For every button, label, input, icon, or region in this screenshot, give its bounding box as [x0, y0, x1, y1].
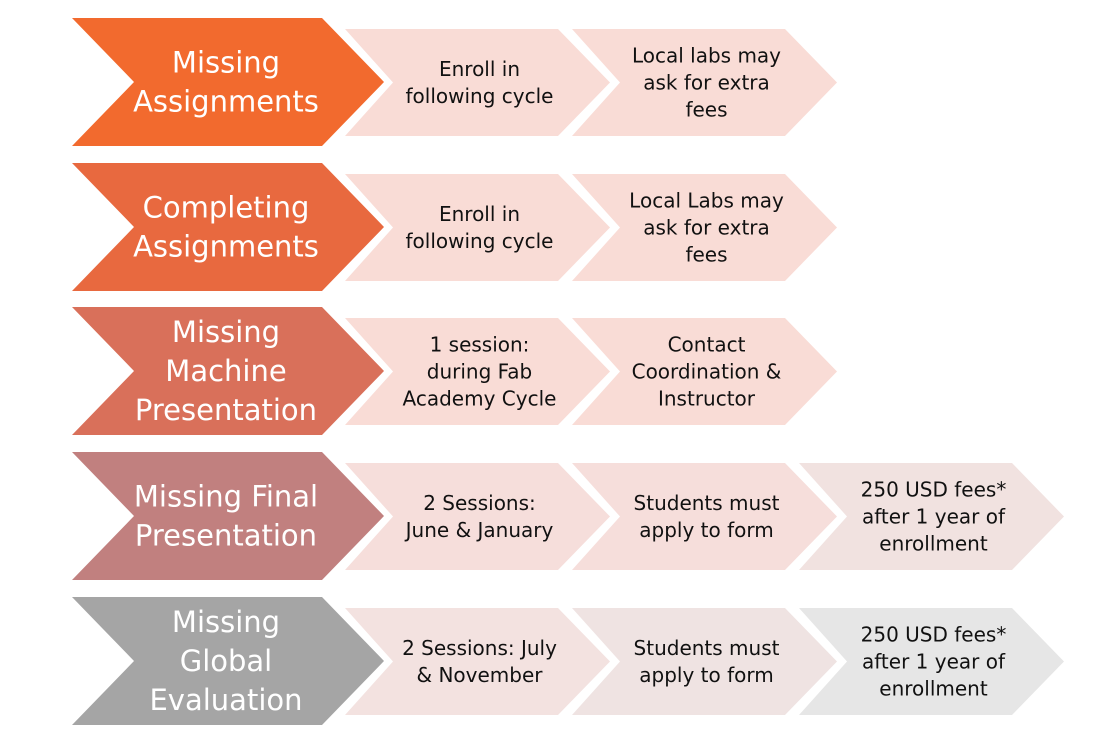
step-chevron: Local Labs may ask for extra fees [572, 174, 837, 281]
step-label: 250 USD fees* [861, 623, 1007, 647]
step-chevron-shape [345, 318, 610, 425]
main-chevron-shape [72, 597, 384, 725]
step-label: Students must [634, 636, 780, 660]
step-label: Coordination & [632, 360, 782, 384]
step-chevron-shape [572, 318, 837, 425]
pathway-row: 2 Sessions: June & January Students must ap… [72, 452, 1064, 580]
step-chevron: Enroll in following cycle [345, 174, 610, 281]
main-chevron-label: Presentation [135, 519, 317, 553]
main-chevron-label: Assignments [133, 85, 319, 119]
main-chevron-label: Missing [172, 315, 280, 349]
step-label: Academy Cycle [403, 387, 557, 411]
step-chevron: Contact Coordination & Instructor [572, 318, 837, 425]
step-label: ask for extra [643, 216, 770, 240]
step-chevron: Students must apply to form [572, 463, 837, 570]
pathway-row: 1 session: during Fab Academy Cycle Contact… [72, 307, 837, 435]
main-chevron-label: Presentation [135, 393, 317, 427]
step-chevron-shape [799, 608, 1064, 715]
step-chevron: 250 USD fees* after 1 year of enrollment [799, 608, 1064, 715]
step-label: enrollment [879, 532, 988, 556]
step-chevron-shape [345, 463, 610, 570]
step-label: 2 Sessions: July [402, 636, 557, 660]
main-chevron-label: Assignments [133, 230, 319, 264]
main-chevron-shape [72, 452, 384, 580]
step-chevron: Students must apply to form [572, 608, 837, 715]
step-label: 1 session: [430, 333, 530, 357]
main-chevron-label: Evaluation [149, 683, 302, 717]
step-chevron: 2 Sessions: July & November [345, 608, 610, 715]
step-label: after 1 year of [862, 650, 1006, 674]
pathway-row: Enroll in following cycle Local Labs may as… [72, 163, 837, 291]
step-label: Students must [634, 491, 780, 515]
step-chevron-shape [799, 463, 1064, 570]
pathway-row: Enroll in following cycle Local labs may as… [72, 18, 837, 146]
main-chevron-label: Missing [172, 605, 280, 639]
step-label: during Fab [427, 360, 533, 384]
main-chevron-shape [72, 18, 384, 146]
step-label: ask for extra [643, 71, 770, 95]
step-label: & November [417, 663, 544, 687]
main-chevron-label: Missing Final [134, 480, 318, 514]
main-chevron: Missing Global Evaluation [72, 597, 384, 725]
step-chevron-shape [345, 608, 610, 715]
step-label: June & January [404, 518, 554, 542]
step-label: 250 USD fees* [861, 478, 1007, 502]
main-chevron-label: Completing [143, 191, 310, 225]
step-chevron-shape [345, 29, 610, 136]
step-chevron: 250 USD fees* after 1 year of enrollment [799, 463, 1064, 570]
step-label: fees [685, 243, 727, 267]
step-chevron: Enroll in following cycle [345, 29, 610, 136]
step-label: 2 Sessions: [423, 491, 536, 515]
step-label: Local labs may [632, 44, 781, 68]
step-chevron: Local labs may ask for extra fees [572, 29, 837, 136]
step-chevron-shape [345, 174, 610, 281]
main-chevron-shape [72, 307, 384, 435]
step-chevron-shape [572, 463, 837, 570]
step-label: after 1 year of [862, 505, 1006, 529]
step-label: Enroll in [439, 57, 520, 81]
step-label: fees [685, 98, 727, 122]
main-chevron: Completing Assignments [72, 163, 384, 291]
main-chevron: Missing Assignments [72, 18, 384, 146]
main-chevron-label: Missing [172, 46, 280, 80]
main-chevron-shape [72, 163, 384, 291]
main-chevron-label: Global [180, 644, 273, 678]
step-chevron-shape [572, 29, 837, 136]
step-label: Instructor [658, 387, 756, 411]
step-label: Contact [668, 333, 746, 357]
step-label: enrollment [879, 677, 988, 701]
step-chevron: 1 session: during Fab Academy Cycle [345, 318, 610, 425]
step-label: Enroll in [439, 202, 520, 226]
step-chevron-shape [572, 174, 837, 281]
step-chevron-shape [572, 608, 837, 715]
step-label: following cycle [406, 229, 554, 253]
pathway-row: 2 Sessions: July & November Students must a… [72, 597, 1064, 725]
step-label: apply to form [639, 518, 773, 542]
main-chevron-label: Machine [165, 354, 286, 388]
main-chevron: Missing Final Presentation [72, 452, 384, 580]
main-chevron: Missing Machine Presentation [72, 307, 384, 435]
step-label: apply to form [639, 663, 773, 687]
step-chevron: 2 Sessions: June & January [345, 463, 610, 570]
step-label: Local Labs may [629, 189, 784, 213]
step-label: following cycle [406, 84, 554, 108]
